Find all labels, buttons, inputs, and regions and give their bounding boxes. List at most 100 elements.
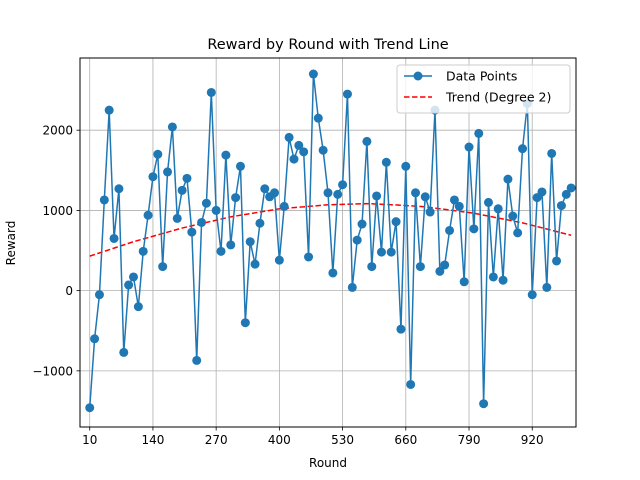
x-tick-label: 530 (331, 433, 354, 447)
data-point (85, 403, 95, 413)
data-point (435, 266, 445, 276)
data-point (357, 219, 367, 229)
data-point (338, 180, 348, 190)
data-point (167, 122, 177, 132)
data-point (518, 144, 528, 154)
data-point (284, 132, 294, 142)
legend-data-points-label: Data Points (446, 69, 517, 84)
legend-data-points-marker (413, 71, 423, 81)
data-point (566, 183, 576, 193)
data-point (464, 142, 474, 152)
data-point (94, 290, 104, 300)
data-point (158, 262, 168, 272)
data-point (362, 136, 372, 146)
grid-lines (80, 58, 576, 427)
y-axis-ticks: −1000 0 1000 2000 (32, 124, 80, 378)
data-point (109, 233, 119, 243)
data-points-series (85, 69, 576, 413)
data-point (192, 355, 202, 365)
data-point (308, 69, 318, 79)
data-point (328, 268, 338, 278)
data-point (556, 201, 566, 211)
data-point (411, 188, 421, 198)
data-point (128, 272, 138, 282)
x-tick-label: 270 (205, 433, 228, 447)
data-point (542, 282, 552, 292)
data-point (367, 262, 377, 272)
data-point (216, 246, 226, 256)
data-point (201, 198, 211, 208)
data-point (124, 280, 134, 290)
data-point (221, 150, 231, 160)
y-tick-label: 1000 (42, 204, 73, 218)
data-point (537, 187, 547, 197)
data-point (474, 128, 484, 138)
data-point (406, 379, 416, 389)
x-tick-label: 400 (268, 433, 291, 447)
data-point (386, 247, 396, 257)
data-point (454, 201, 464, 211)
data-point (163, 167, 173, 177)
legend-box (396, 64, 571, 114)
data-point (294, 140, 304, 150)
data-point (119, 347, 129, 357)
data-point (260, 184, 270, 194)
data-point (187, 227, 197, 237)
x-tick-label: 920 (521, 433, 544, 447)
data-point (255, 218, 265, 228)
data-point (250, 259, 260, 269)
data-point (498, 275, 508, 285)
x-axis-ticks: 10 140 270 400 530 660 790 920 (82, 427, 544, 447)
data-point (352, 235, 362, 245)
data-point (231, 193, 241, 203)
trend-line (89, 202, 572, 257)
data-point (172, 213, 182, 223)
data-point (483, 197, 493, 207)
data-point (245, 237, 255, 247)
x-tick-label: 660 (394, 433, 417, 447)
data-point (381, 157, 391, 167)
data-point (415, 262, 425, 272)
data-point (508, 211, 518, 221)
data-point (138, 246, 148, 256)
data-point (274, 255, 284, 265)
data-point (372, 191, 382, 201)
data-point (449, 195, 459, 205)
x-axis-label: Round (309, 456, 347, 470)
data-point (420, 192, 430, 202)
data-point (445, 225, 455, 235)
data-point (318, 145, 328, 155)
data-point (211, 205, 221, 215)
data-point (240, 318, 250, 328)
data-point (104, 105, 114, 115)
data-point (469, 224, 479, 234)
data-point (177, 185, 187, 195)
data-point (527, 290, 537, 300)
data-line (88, 73, 572, 408)
x-tick-label: 790 (458, 433, 481, 447)
data-point (488, 272, 498, 282)
data-point (376, 247, 386, 257)
data-point (182, 173, 192, 183)
data-point (299, 147, 309, 157)
data-point (133, 302, 143, 312)
trend-series (89, 202, 572, 257)
data-point (226, 240, 236, 250)
x-tick-label: 10 (82, 433, 97, 447)
data-point (493, 204, 503, 214)
y-axis-label: Reward (4, 221, 18, 266)
data-point (479, 399, 489, 409)
legend: Data Points Trend (Degree 2) (396, 64, 571, 114)
data-point (197, 217, 207, 227)
data-point (323, 188, 333, 198)
x-tick-label: 140 (141, 433, 164, 447)
data-point (401, 161, 411, 171)
data-point (552, 256, 562, 266)
data-point (235, 161, 245, 171)
data-point (440, 260, 450, 270)
y-tick-label: 2000 (42, 124, 73, 138)
y-tick-label: 0 (65, 284, 73, 298)
data-point (561, 189, 571, 199)
data-point (459, 277, 469, 287)
